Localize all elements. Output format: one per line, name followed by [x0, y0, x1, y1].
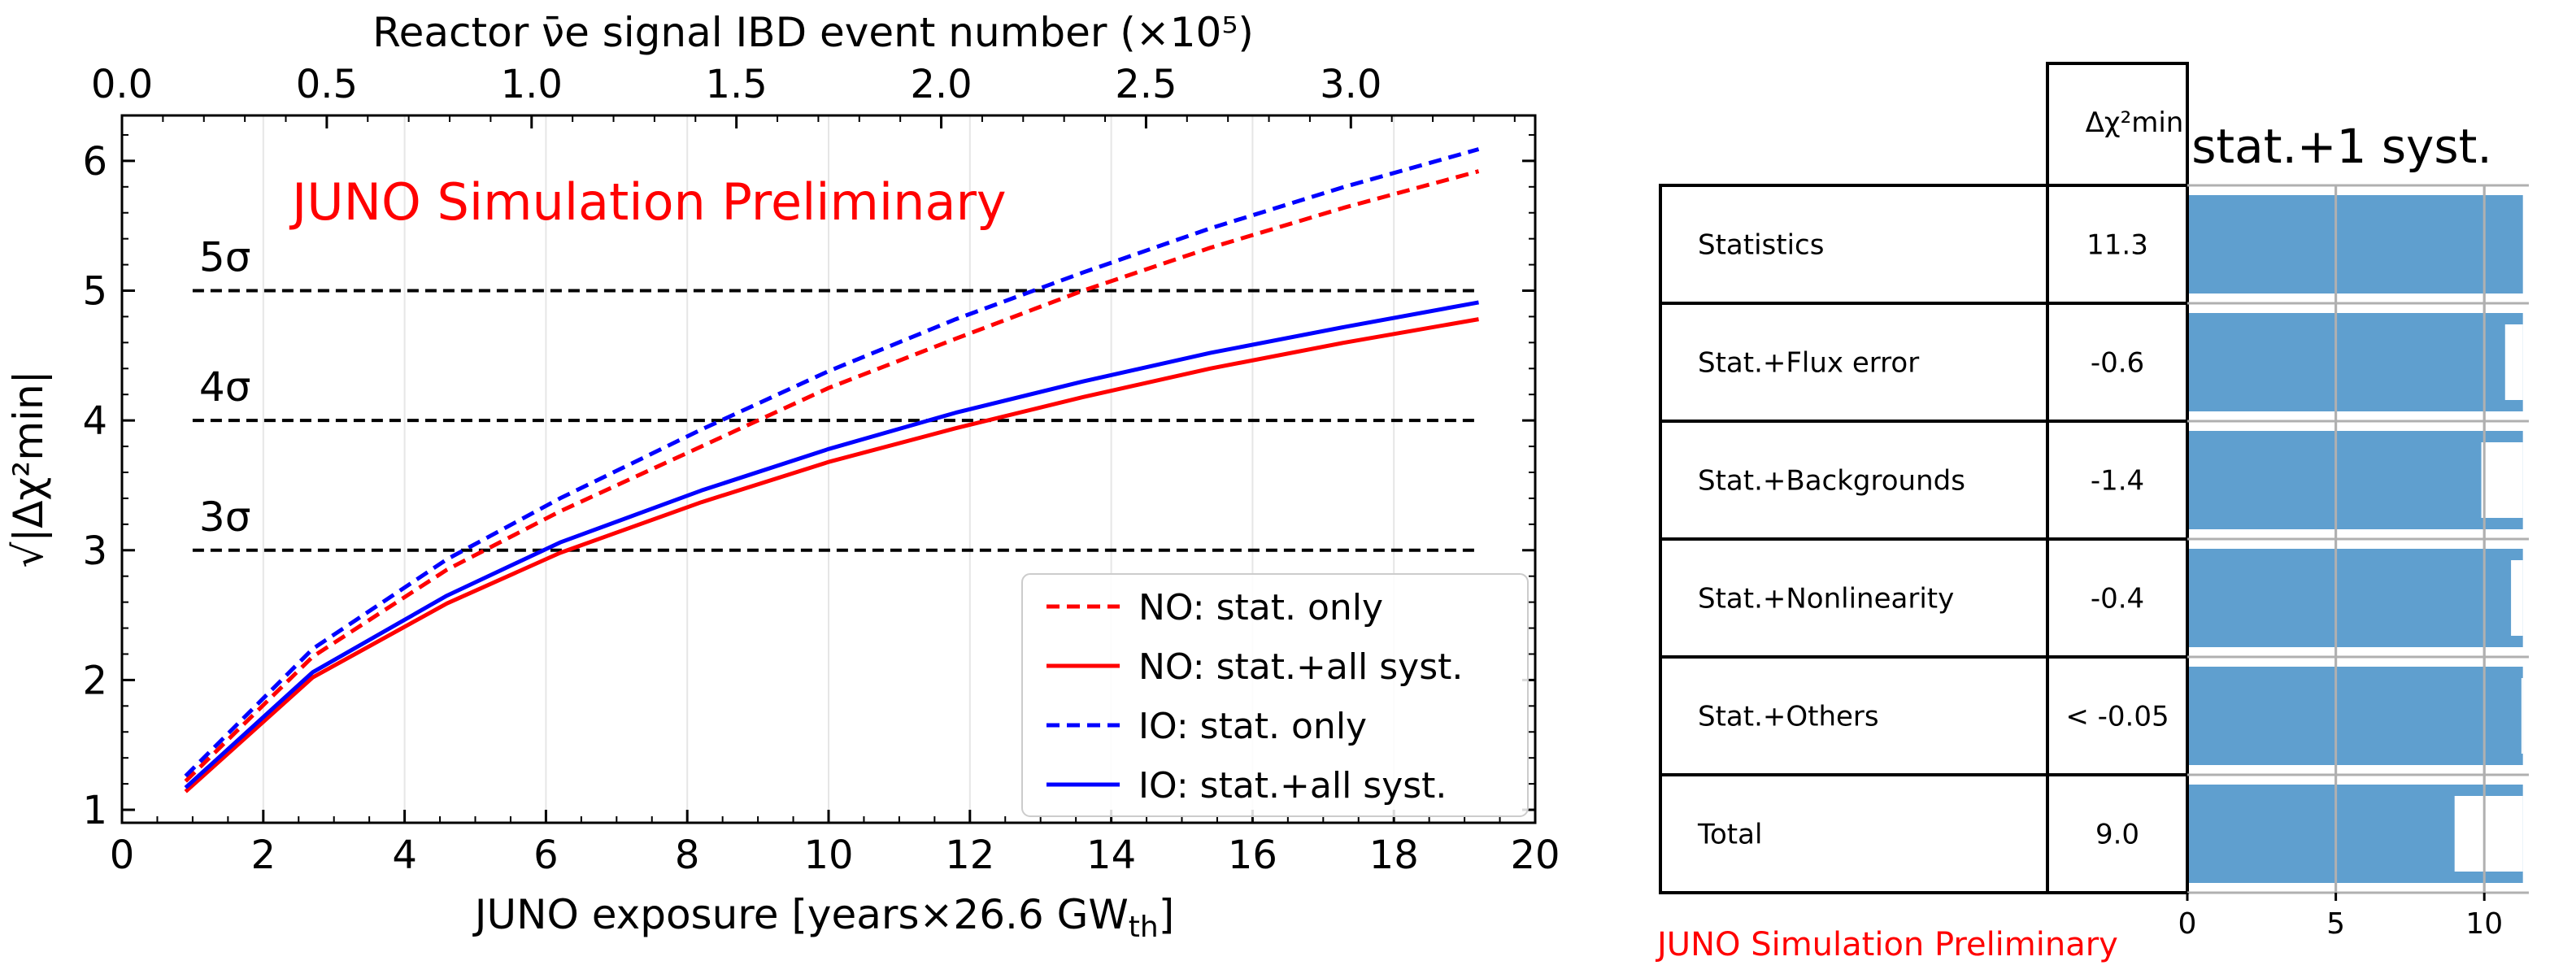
x-tick-label: 18 — [1369, 833, 1419, 878]
bar-reduction — [2454, 796, 2523, 872]
top-x-tick-label: 1.5 — [705, 62, 767, 107]
y-tick-label: 3 — [82, 528, 107, 574]
bar-panel-title: stat.+1 syst. — [2191, 119, 2492, 174]
systematics-table: Statistics 11.3 Stat.+Flux error -0.6 Stat.+… — [1655, 62, 2529, 963]
row-value: < -0.05 — [2065, 701, 2169, 733]
y-tick-label: 6 — [82, 139, 107, 185]
column-header-delta-chi2: Δχ²min — [2086, 107, 2184, 139]
bar — [2187, 667, 2523, 765]
legend-box — [1021, 573, 1529, 817]
legend-label: NO: stat.+all syst. — [1138, 646, 1463, 688]
x-tick-label: 6 — [533, 833, 559, 878]
bar-axis-ticks: 0 5 10 — [2178, 893, 2503, 941]
x-tick-label: 12 — [945, 833, 994, 878]
top-x-tick-label: 0.5 — [296, 62, 358, 107]
bars — [2187, 185, 2523, 893]
series-line — [184, 300, 1479, 789]
watermark-right: JUNO Simulation Preliminary — [1655, 926, 2118, 963]
series-lines — [184, 147, 1480, 794]
vertical-gridlines — [262, 115, 1395, 823]
top-x-tick-label: 3.0 — [1320, 62, 1382, 107]
y-tick-label: 5 — [82, 269, 107, 315]
top-x-tick-label: 2.0 — [910, 62, 972, 107]
x-tick-label: 14 — [1086, 833, 1136, 878]
bar-x-tick-label: 5 — [2326, 907, 2345, 941]
top-x-tick-label: 0.0 — [91, 62, 153, 107]
sigma-label: 3σ — [199, 494, 251, 541]
y-tick-label: 1 — [82, 788, 107, 833]
legend-label: IO: stat.+all syst. — [1138, 765, 1447, 807]
y-tick-label: 2 — [82, 658, 107, 703]
x-axis-label: JUNO exposure [years×26.6 GWth] — [472, 891, 1175, 944]
bar-x-tick-label: 10 — [2465, 907, 2503, 941]
x-axis-label-sub: th — [1129, 911, 1159, 944]
header-cell — [2046, 62, 2189, 187]
row-value: -0.6 — [2091, 347, 2144, 380]
watermark-left: JUNO Simulation Preliminary — [289, 172, 1007, 232]
sigma-label: 4σ — [199, 363, 251, 411]
bar — [2187, 549, 2523, 647]
bar-reduction — [2504, 324, 2523, 400]
legend-label: IO: stat. only — [1138, 706, 1367, 747]
legend: NO: stat. only NO: stat.+all syst. IO: sta… — [1021, 573, 1529, 817]
x-tick-label: 16 — [1228, 833, 1277, 878]
series-line — [184, 169, 1480, 783]
row-label: Total — [1697, 819, 1762, 851]
x-tick-label: 0 — [110, 833, 135, 878]
row-label: Stat.+Others — [1698, 701, 1879, 733]
table-lines — [1659, 62, 2529, 894]
row-label: Stat.+Flux error — [1698, 347, 1919, 380]
bar — [2187, 431, 2523, 529]
y-tick-label: 4 — [82, 398, 107, 444]
row-value: -0.4 — [2091, 583, 2144, 615]
sigma-label: 5σ — [199, 234, 251, 281]
row-label: Stat.+Backgrounds — [1698, 465, 1965, 498]
x-axis-label-tail: ] — [1159, 891, 1175, 938]
sigma-reference-lines: 3σ 4σ 5σ — [192, 234, 1479, 552]
x-tick-label: 8 — [675, 833, 700, 878]
row-value: 11.3 — [2086, 229, 2148, 262]
legend-items: NO: stat. only NO: stat.+all syst. IO: sta… — [1046, 587, 1463, 807]
top-x-tick-label: 2.5 — [1115, 62, 1177, 107]
row-value: -1.4 — [2091, 465, 2144, 498]
x-axis-label-main: JUNO exposure [years×26.6 GW — [472, 891, 1129, 938]
series-line — [184, 317, 1479, 794]
x-tick-label: 2 — [251, 833, 276, 878]
bar-reduction — [2521, 678, 2523, 754]
bar — [2187, 195, 2523, 294]
bar — [2187, 313, 2523, 411]
bar-reduction — [2481, 442, 2523, 518]
x-tick-label: 20 — [1510, 833, 1560, 878]
x-tick-label: 4 — [392, 833, 417, 878]
series-line — [184, 147, 1480, 778]
top-x-axis-label: Reactor ν̄e signal IBD event number (×10… — [372, 9, 1254, 56]
row-label: Statistics — [1698, 229, 1824, 262]
row-label: Stat.+Nonlinearity — [1698, 583, 1954, 615]
row-value: 9.0 — [2095, 819, 2139, 851]
table-text: Statistics 11.3 Stat.+Flux error -0.6 Stat.+… — [1697, 229, 2169, 851]
y-axis-label: √|Δχ²min| — [5, 371, 52, 568]
top-x-tick-label: 1.0 — [501, 62, 563, 107]
bar-reduction — [2511, 560, 2523, 636]
legend-label: NO: stat. only — [1138, 587, 1383, 628]
bar-x-tick-label: 0 — [2178, 907, 2197, 941]
x-tick-label: 10 — [803, 833, 853, 878]
